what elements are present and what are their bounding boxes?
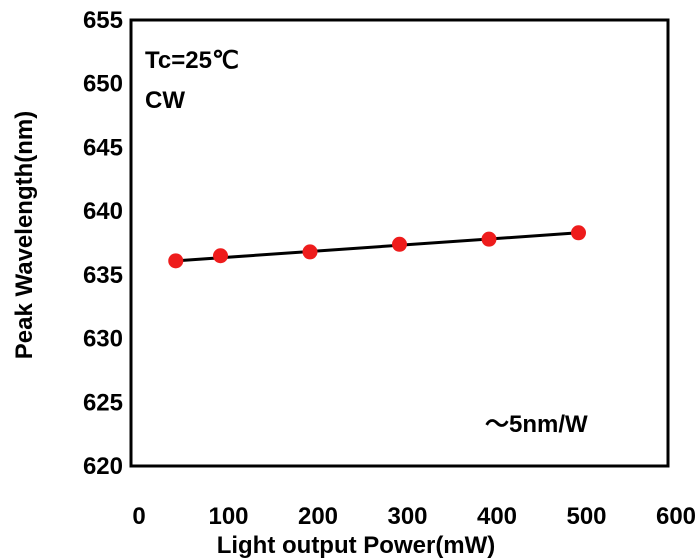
data-point bbox=[302, 244, 318, 260]
x-tick-label: 100 bbox=[208, 503, 248, 530]
slope-annotation: ～5nm/W bbox=[485, 411, 588, 438]
x-tick-label: 300 bbox=[387, 503, 427, 530]
mode-annotation: CW bbox=[145, 87, 185, 114]
x-tick-label: 0 bbox=[132, 503, 145, 530]
x-tick-label: 200 bbox=[298, 503, 338, 530]
data-point bbox=[392, 236, 407, 252]
data-point bbox=[213, 248, 228, 264]
y-tick-label: 640 bbox=[83, 198, 123, 225]
x-tick-label: 500 bbox=[566, 503, 606, 530]
trend-line bbox=[175, 231, 579, 263]
x-axis-ticks: 0 100 200 300 400 500 600 bbox=[132, 503, 696, 530]
data-point bbox=[481, 231, 497, 247]
y-axis-ticks: 620 625 630 635 640 645 650 655 bbox=[83, 7, 123, 480]
y-tick-label: 645 bbox=[83, 134, 123, 161]
y-tick-label: 655 bbox=[83, 7, 123, 34]
data-point bbox=[571, 225, 586, 241]
temperature-annotation: Tc=25℃ bbox=[145, 47, 239, 74]
y-tick-label: 620 bbox=[83, 453, 123, 480]
y-tick-label: 650 bbox=[83, 71, 123, 98]
y-tick-label: 635 bbox=[83, 262, 123, 289]
x-tick-label: 400 bbox=[477, 503, 517, 530]
y-tick-label: 630 bbox=[83, 326, 123, 353]
y-tick-label: 625 bbox=[83, 389, 123, 416]
x-tick-label: 600 bbox=[656, 503, 696, 530]
data-point bbox=[168, 253, 184, 269]
plot-frame bbox=[129, 18, 670, 468]
x-axis-label: Light output Power(mW) bbox=[217, 532, 496, 559]
data-points bbox=[168, 225, 586, 269]
y-axis-label: Peak Wavelength(nm) bbox=[11, 111, 38, 360]
